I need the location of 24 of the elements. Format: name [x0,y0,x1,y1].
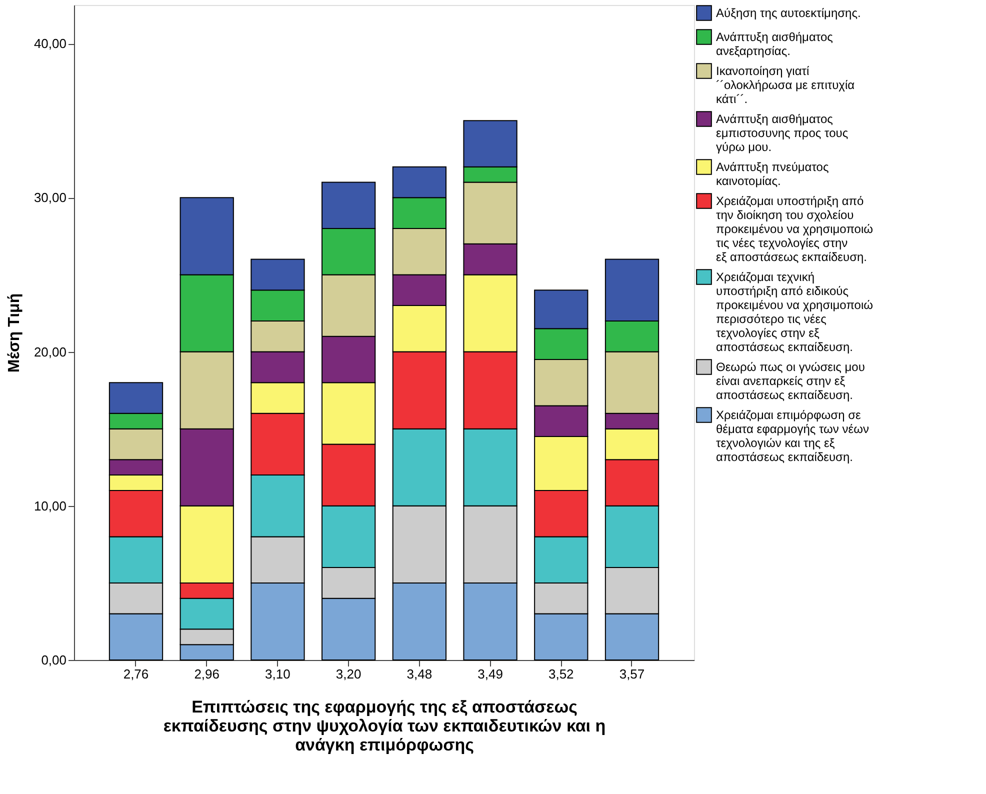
legend-label: Χρειάζομαι επιμόρφωση σε θέματα εφαρμογής των νέων τεχνολογιών και της εξ αποστάσεως εκπαίδευση. [716,408,869,464]
y-tick-label: 20,00 [34,344,66,360]
legend-label: Θεωρώ πως οι γνώσεις μου είναι ανεπαρκείς στην εξ αποστάσεως εκπαίδευση. [716,360,865,402]
legend-label: Χρειάζομαι υποστήριξη από την διοίκηση του σχολείου προκειμένου να χρησιμοποιώ τις νέες τεχνολογίες στην εξ αποστάσεως εκπαίδευση. [716,194,874,264]
y-axis-title: Μέση Τιμή [6,293,23,373]
legend-label: Ανάπτυξη αισθήματος εμπιστοσυνης προς τους γύρω μου. [716,112,848,154]
y-tick-label: 0,00 [41,652,66,668]
x-tick-label: 3,48 [406,666,432,682]
y-tick-label: 40,00 [34,36,66,52]
x-tick-label: 3,20 [336,666,362,682]
x-tick-label: 3,52 [548,666,574,682]
x-tick-label: 3,10 [265,666,290,682]
x-axis-title: Επιπτώσεις της εφαρμογής της εξ αποστάσεως εκπαίδευσης στην ψυχολογία των εκπαιδευτικών και η ανάγκη επιμόρφωσης [163,698,606,754]
x-tick-label: 3,57 [619,666,645,682]
legend-label: Αύξηση της αυτοεκτίμησης. [716,6,861,20]
legend-label: Ανάπτυξη αισθήματος ανεξαρτησίας. [716,30,834,58]
legend-label: Ανάπτυξη πνεύματος καινοτομίας. [716,160,829,188]
legend-label: Ικανοποίηση γιατί ´´ολοκλήρωσα με επιτυχία κάτι´´. [716,64,855,106]
legend-label: Χρειάζομαι τεχνική υποστήριξη από ειδικούς προκειμένου να χρησιμοποιώ περισσότερο τις νέες τεχνολογίες στην εξ αποστάσεως εκπαίδευση. [716,270,874,354]
y-tick-label: 10,00 [34,498,66,514]
x-tick-label: 2,76 [123,666,149,682]
y-tick-label: 30,00 [34,190,66,206]
x-tick-label: 3,49 [478,666,503,682]
x-tick-label: 2,96 [194,666,220,682]
